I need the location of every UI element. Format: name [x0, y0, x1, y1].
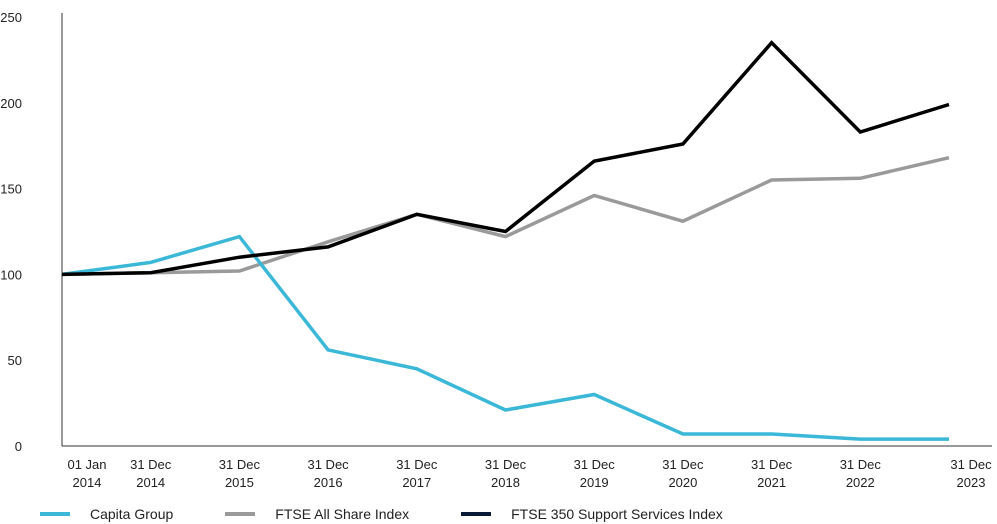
legend-swatch-capita-group: [40, 512, 70, 516]
y-tick-label: 0: [15, 439, 22, 454]
x-tick-label-line: 31 Dec: [840, 457, 882, 472]
x-tick-label: 31 Dec 2018: [485, 457, 527, 490]
y-tick-label: 50: [8, 353, 22, 368]
series-lines: [61, 40, 950, 441]
x-tick-label: 31 Dec 2023: [950, 457, 992, 490]
x-tick-label: 31 Dec 2020: [662, 457, 704, 490]
legend-label-capita-group: Capita Group: [90, 506, 174, 522]
x-tick-label-line: 01 Jan: [67, 457, 106, 472]
legend-item-ftse-all-share: FTSE All Share Index: [225, 506, 409, 522]
x-tick-label-line: 2014: [73, 475, 102, 490]
x-tick-label: 31 Dec 2015: [219, 457, 261, 490]
legend-label-ftse-350-support-services: FTSE 350 Support Services Index: [511, 506, 723, 522]
x-tick-label: 31 Dec 2022: [840, 457, 882, 490]
legend: Capita Group FTSE All Share Index FTSE 3…: [40, 506, 775, 522]
legend-item-capita-group: Capita Group: [40, 506, 173, 522]
legend-swatch-ftse-350-support-services: [461, 512, 492, 516]
x-tick-label-line: 2021: [757, 475, 786, 490]
x-tick-label: 31 Dec 2019: [574, 457, 616, 490]
series-line-ftse-350-support-services: [61, 40, 950, 277]
x-tick-label: 31 Dec 2016: [307, 457, 349, 490]
x-tick-label-line: 2018: [491, 475, 520, 490]
legend-swatch-ftse-all-share: [225, 512, 256, 516]
x-tick-label-line: 31 Dec: [130, 457, 172, 472]
x-tick-label-line: 2020: [668, 475, 697, 490]
x-tick-label-line: 2023: [957, 475, 986, 490]
y-tick-label: 150: [0, 182, 22, 197]
x-tick-label-line: 31 Dec: [662, 457, 704, 472]
x-tick-label: 31 Dec 2017: [396, 457, 438, 490]
x-tick-label: 01 Jan 2014: [67, 457, 106, 490]
y-axis-tick-labels: 0 50 100 150 200 250: [0, 10, 22, 454]
x-tick-label-line: 31 Dec: [219, 457, 261, 472]
x-tick-label-line: 31 Dec: [485, 457, 527, 472]
x-tick-label-line: 31 Dec: [396, 457, 438, 472]
legend-item-ftse-350-support-services: FTSE 350 Support Services Index: [461, 506, 723, 522]
y-tick-label: 200: [0, 96, 22, 111]
series-line-ftse-all-share: [61, 155, 950, 277]
y-tick-label: 250: [0, 10, 22, 25]
x-tick-label-line: 31 Dec: [751, 457, 793, 472]
x-tick-label-line: 31 Dec: [950, 457, 992, 472]
x-tick-label-line: 2017: [402, 475, 431, 490]
x-tick-label-line: 2022: [846, 475, 875, 490]
x-tick-label: 31 Dec 2014: [130, 457, 172, 490]
legend-label-ftse-all-share: FTSE All Share Index: [275, 506, 410, 522]
x-tick-label-line: 31 Dec: [574, 457, 616, 472]
y-tick-label: 100: [0, 267, 22, 282]
x-tick-label-line: 2019: [580, 475, 609, 490]
x-tick-label: 31 Dec 2021: [751, 457, 793, 490]
x-tick-label-line: 2016: [314, 475, 343, 490]
x-tick-label-line: 2014: [136, 475, 165, 490]
x-axis-tick-labels: 01 Jan 2014 31 Dec 2014 31 Dec 2015 31 Dec 2016…: [67, 457, 992, 490]
series-line-capita-group: [61, 234, 949, 441]
x-tick-label-line: 31 Dec: [307, 457, 349, 472]
x-tick-label-line: 2015: [225, 475, 254, 490]
